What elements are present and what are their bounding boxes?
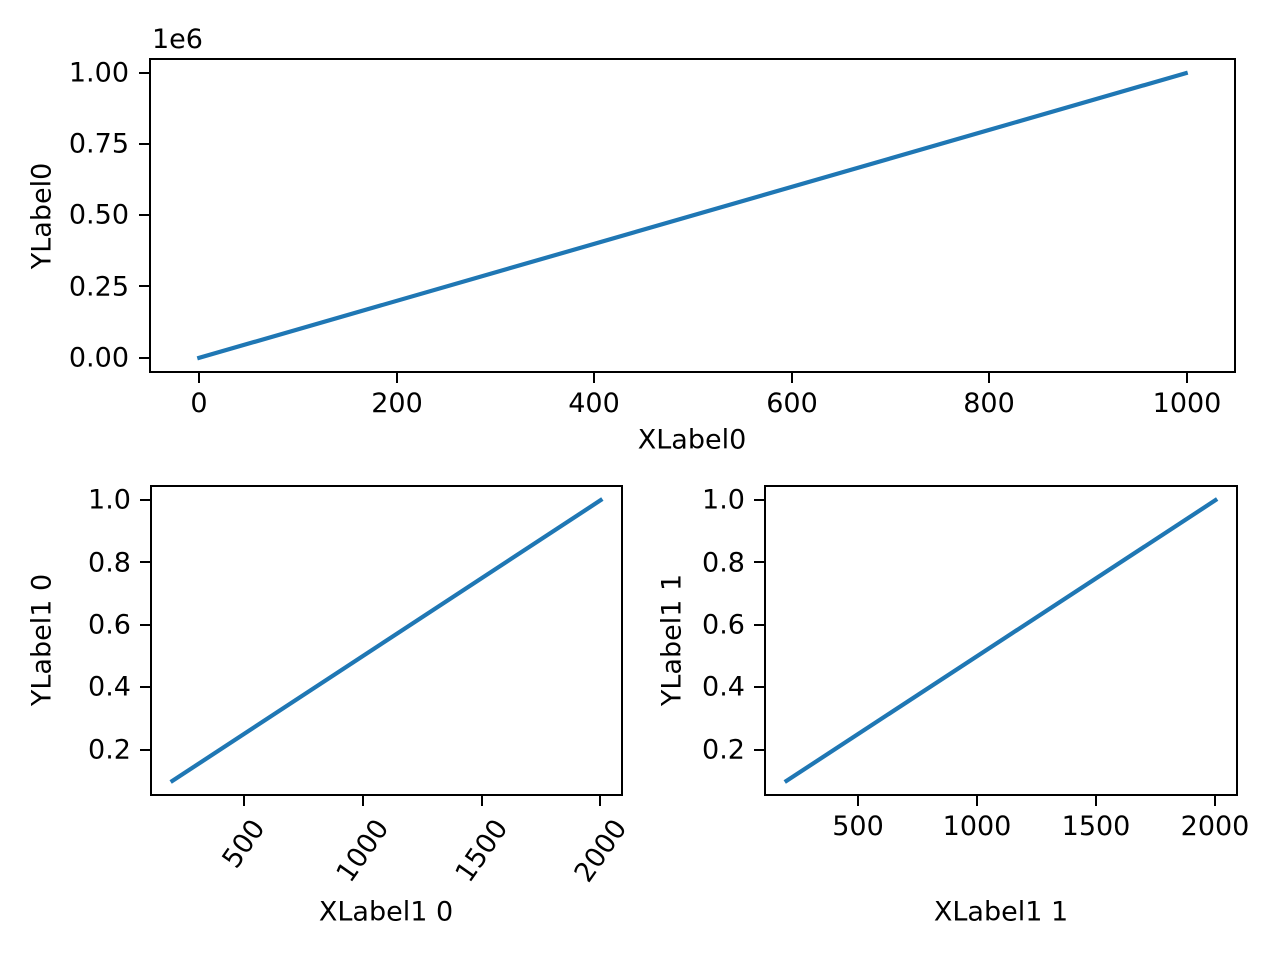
y-tick-label: 1.0 [702,484,745,516]
x-tick-label: 0 [190,388,208,419]
x-tick-label-rotated: 500 [216,813,272,874]
y-tick-label: 0.6 [702,609,745,641]
x-axis-label-top: XLabel0 [637,424,747,456]
y-tick [139,72,149,75]
y-tick [754,686,764,689]
x-tick-label: 600 [766,388,818,419]
y-tick [754,561,764,564]
y-axis-offset-text: 1e6 [152,24,203,55]
y-tick [140,499,150,502]
y-tick-label: 0.4 [702,671,745,703]
y-tick [140,624,150,627]
axes-bottom-left [150,485,623,796]
y-tick-label: 0.25 [68,271,129,303]
y-tick-label: 0.8 [88,547,131,579]
line-series-top [196,70,1189,361]
y-tick-label: 0.6 [88,609,131,641]
y-tick [754,624,764,627]
plot-area-bottom-left [169,497,604,784]
y-tick [139,357,149,360]
x-tick-label: 1500 [1061,811,1131,842]
x-tick-label-rotated: 1000 [330,813,396,889]
axes-bottom-right [764,485,1238,796]
x-tick [481,796,484,806]
y-tick [140,686,150,689]
x-tick [599,796,602,806]
y-tick [139,143,149,146]
axes-top [149,58,1236,373]
x-tick [198,373,201,383]
x-tick [857,796,860,806]
y-tick-label: 0.4 [88,671,131,703]
y-tick-label: 0.8 [702,547,745,579]
x-tick [396,373,399,383]
x-tick [1095,796,1098,806]
x-tick-label: 800 [963,388,1015,419]
x-tick [243,796,246,806]
x-tick-label-rotated: 2000 [568,813,634,889]
x-tick [791,373,794,383]
y-axis-label-top: YLabel0 [26,162,58,270]
x-axis-label-bottom-left: XLabel1 0 [318,896,454,928]
y-tick [140,749,150,752]
y-tick [139,285,149,288]
plot-area-bottom-right [783,497,1219,784]
x-tick [988,373,991,383]
y-tick-label: 0.2 [702,734,745,766]
y-tick-label: 1.00 [68,57,129,89]
x-tick [976,796,979,806]
y-tick [139,214,149,217]
x-axis-label-bottom-right: XLabel1 1 [933,896,1069,928]
x-tick-label: 200 [371,388,423,419]
x-tick [1186,373,1189,383]
y-tick [140,561,150,564]
y-tick-label: 0.00 [68,342,129,374]
y-axis-label-bottom-left: YLabel1 0 [26,573,58,707]
y-tick [754,499,764,502]
x-tick-label: 1000 [1152,388,1222,419]
y-tick-label: 1.0 [88,484,131,516]
x-tick [1214,796,1217,806]
y-tick [754,749,764,752]
y-tick-label: 0.50 [68,199,129,231]
x-tick-label: 2000 [1180,811,1250,842]
x-tick-label: 1000 [942,811,1012,842]
line-series-bottom-right [783,497,1219,784]
x-tick [593,373,596,383]
y-tick-label: 0.2 [88,734,131,766]
x-tick [362,796,365,806]
x-tick-label-rotated: 1500 [449,813,515,889]
y-axis-label-bottom-right: YLabel1 1 [656,573,688,707]
x-tick-label: 500 [832,811,884,842]
plot-area-top [196,70,1189,361]
x-tick-label: 400 [568,388,620,419]
y-tick-label: 0.75 [68,128,129,160]
line-series-bottom-left [169,497,604,784]
